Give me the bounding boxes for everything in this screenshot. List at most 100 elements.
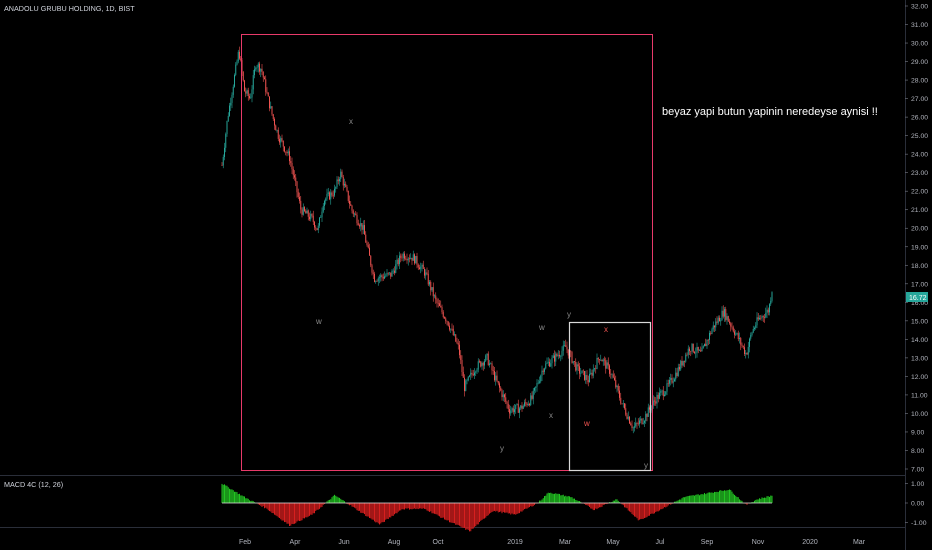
candle-body	[511, 408, 513, 411]
macd-bar	[724, 490, 725, 503]
macd-bar	[305, 503, 307, 518]
macd-bar	[422, 503, 424, 509]
macd-bar	[405, 503, 407, 509]
macd-bar	[681, 498, 683, 503]
macd-bar	[285, 503, 287, 523]
candle-body	[594, 368, 595, 370]
candle-body	[485, 355, 487, 362]
price-tick-label: 11.00	[911, 392, 928, 399]
time-axis[interactable]: Feb Apr Jun Aug Oct 2019 Mar May Jul Sep Nov 2020 Ma…	[239, 539, 866, 546]
macd-bar	[462, 503, 464, 528]
candle-body	[280, 138, 282, 143]
price-tick-label: 31.00	[911, 22, 928, 29]
candle-body	[239, 51, 240, 59]
macd-axis[interactable]: 1.00 0.00 -1.00	[905, 481, 927, 527]
macd-bar	[520, 503, 522, 512]
macd-bar	[230, 489, 232, 503]
candle-body	[681, 360, 683, 366]
candle-body	[572, 361, 574, 363]
macd-bar	[529, 503, 530, 508]
candle-body	[357, 223, 359, 226]
macd-bar	[434, 503, 435, 514]
candle-body	[312, 215, 314, 222]
macd-bar	[601, 503, 603, 507]
macd-bar	[264, 503, 265, 509]
candle-body	[395, 264, 397, 273]
candle-body	[369, 247, 370, 256]
macd-bar	[447, 503, 449, 521]
macd-bar	[312, 503, 314, 514]
candle-body	[631, 425, 633, 428]
candle-body	[359, 225, 360, 227]
candle-body	[434, 295, 435, 297]
candle-body	[716, 321, 718, 323]
candle-body	[304, 207, 305, 212]
macd-bar	[545, 495, 547, 503]
time-tick-label: Feb	[239, 539, 251, 546]
candle-body	[655, 401, 657, 404]
macd-bar	[634, 503, 635, 517]
small-pattern-box[interactable]	[568, 321, 652, 472]
candle-body	[615, 380, 617, 388]
candle-body	[311, 214, 313, 216]
macd-bar	[420, 503, 422, 509]
candle-body	[411, 257, 413, 261]
macd-bar	[752, 502, 754, 503]
candle-body	[325, 198, 327, 202]
macd-bar	[245, 498, 247, 503]
candle-body	[229, 105, 230, 116]
macd-bar	[261, 503, 263, 507]
macd-bar	[335, 495, 337, 503]
candle-body	[307, 210, 309, 217]
candle-body	[227, 115, 229, 122]
candle-body	[407, 258, 409, 261]
candle-body	[680, 360, 682, 370]
candle-body	[455, 334, 457, 342]
macd-bar	[334, 494, 335, 503]
candle-body	[466, 380, 468, 381]
macd-bar	[412, 503, 414, 509]
macd-bar	[481, 503, 483, 520]
macd-bar	[282, 503, 284, 521]
macd-bar	[661, 503, 663, 510]
candle-body	[696, 346, 698, 353]
price-axis[interactable]: 7.00 8.00 9.00 10.00 11.00 12.00 13.00 14.00 15.…	[905, 4, 928, 474]
candle-body	[607, 362, 609, 366]
macd-bar	[507, 503, 509, 514]
candle-body	[372, 272, 374, 274]
macd-bar	[604, 503, 605, 505]
candle-body	[424, 268, 425, 276]
macd-bar	[242, 496, 244, 503]
candle-body	[682, 360, 684, 366]
macd-bar	[297, 503, 299, 521]
large-pattern-box[interactable]	[241, 34, 653, 471]
macd-bar	[677, 500, 679, 503]
macd-bar	[417, 503, 419, 510]
macd-bar	[585, 503, 587, 505]
candle-body	[416, 256, 418, 265]
candle-body	[305, 211, 307, 214]
candle-body	[457, 343, 459, 345]
candle-body	[247, 90, 249, 97]
macd-bar	[550, 492, 552, 503]
macd-bar	[300, 503, 302, 521]
candle-body	[415, 256, 417, 264]
price-tick-label: 23.00	[911, 170, 928, 177]
macd-bar	[487, 503, 489, 516]
candle-body	[344, 183, 345, 186]
candle-body	[684, 360, 685, 362]
macd-bar	[251, 500, 253, 503]
candle-body	[562, 345, 564, 351]
price-tick-label: 25.00	[911, 133, 928, 140]
macd-bar	[429, 503, 430, 512]
macd-bar	[646, 503, 648, 518]
macd-bar	[385, 503, 387, 520]
candle-body	[427, 273, 429, 285]
macd-bar	[530, 503, 532, 507]
candle-body	[712, 325, 714, 330]
candle-body	[534, 387, 535, 391]
macd-bar	[389, 503, 390, 518]
candle-body	[570, 351, 572, 353]
macd-bar	[510, 503, 512, 515]
